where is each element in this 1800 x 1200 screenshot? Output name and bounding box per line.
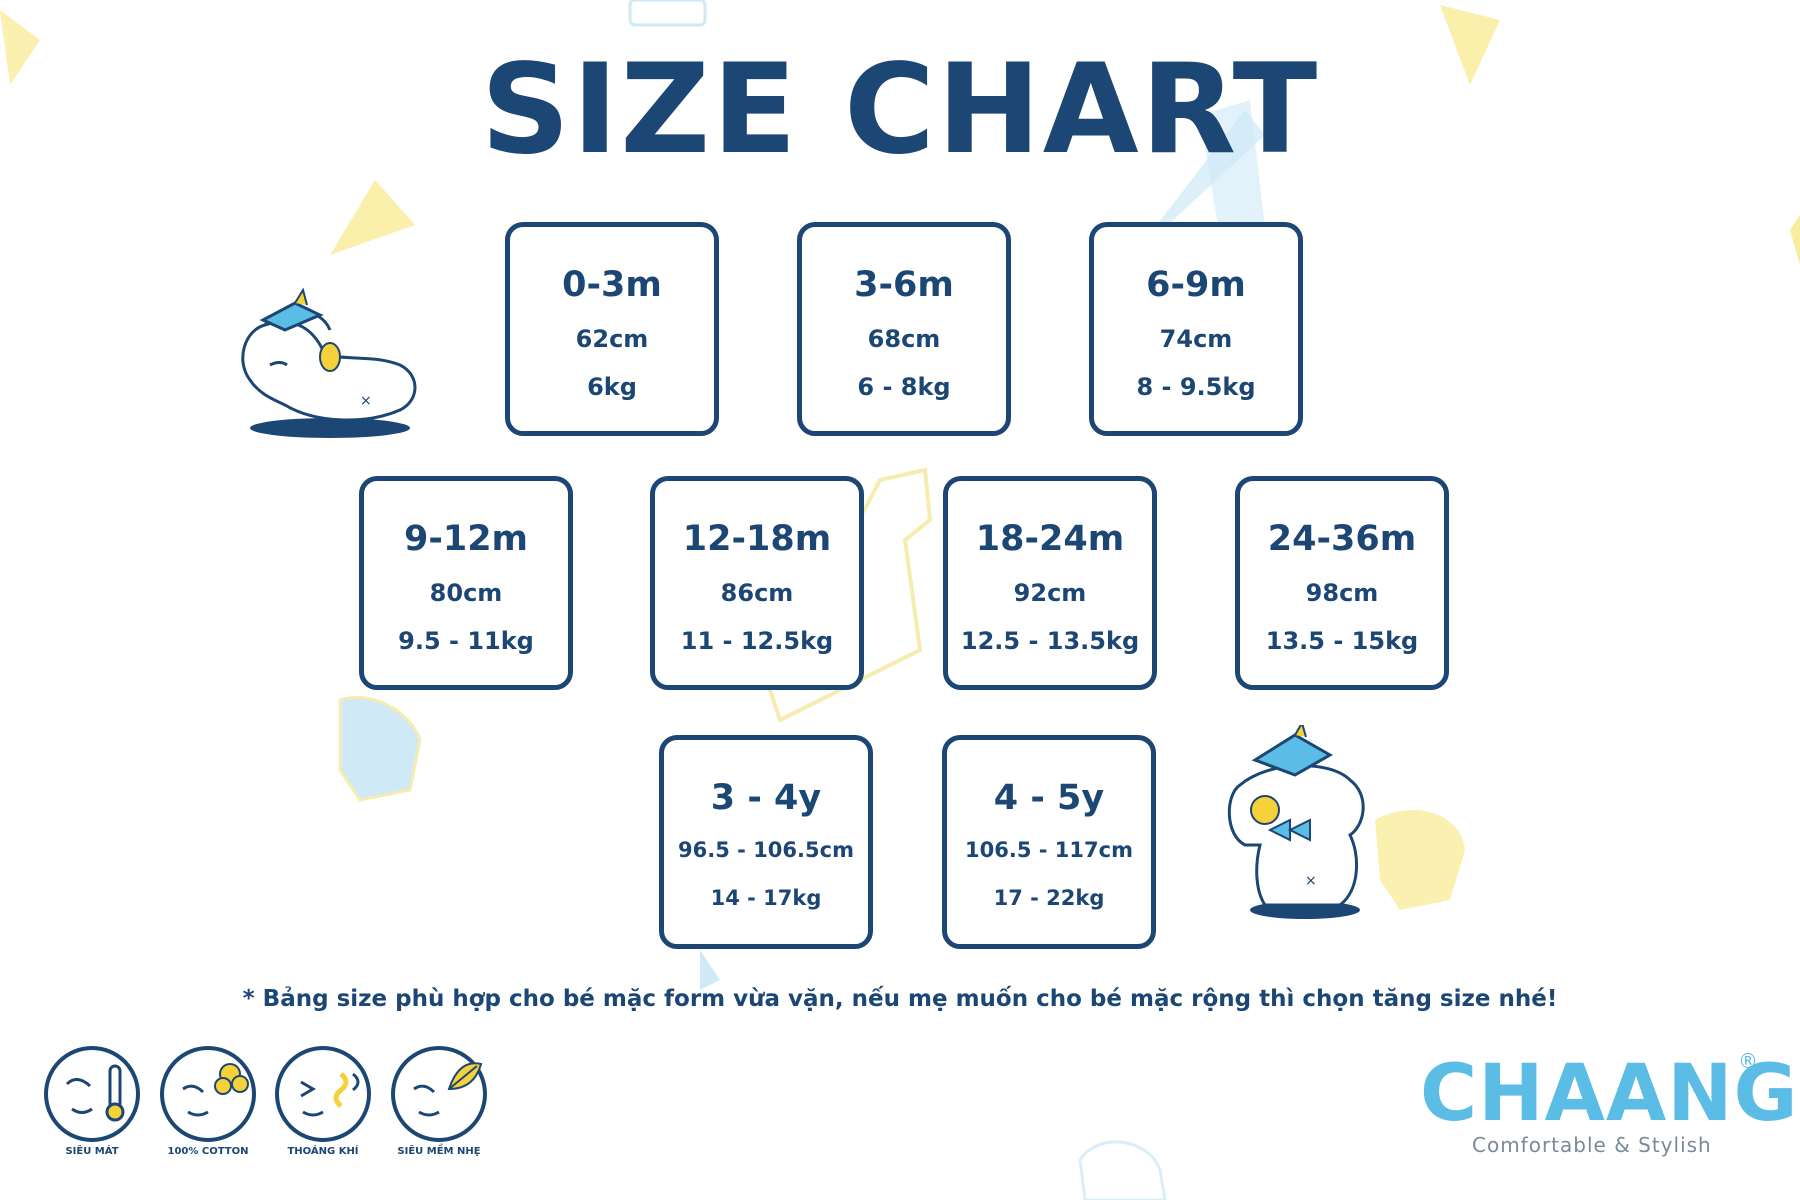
size-height: 62cm xyxy=(575,325,649,353)
feature-thoang-khi: THOÁNG KHÍ xyxy=(268,1044,378,1157)
size-weight: 8 - 9.5kg xyxy=(1136,373,1256,401)
size-height: 80cm xyxy=(429,579,503,607)
svg-text:×: × xyxy=(360,393,372,409)
brand-tagline: Comfortable & Stylish xyxy=(1472,1133,1712,1157)
size-card-18-24m: 18-24m 92cm 12.5 - 13.5kg xyxy=(943,476,1157,690)
registered-mark: ® xyxy=(1738,1049,1758,1073)
size-card-0-3m: 0-3m 62cm 6kg xyxy=(505,222,719,436)
size-height: 86cm xyxy=(720,579,794,607)
size-height: 106.5 - 117cm xyxy=(965,838,1133,862)
size-weight: 12.5 - 13.5kg xyxy=(960,627,1140,655)
page-title: SIZE CHART xyxy=(480,38,1320,182)
size-age: 4 - 5y xyxy=(993,778,1105,818)
cotton-icon xyxy=(160,1046,256,1142)
size-card-4-5y: 4 - 5y 106.5 - 117cm 17 - 22kg xyxy=(942,735,1156,949)
size-height: 96.5 - 106.5cm xyxy=(678,838,854,862)
size-age: 9-12m xyxy=(403,519,529,559)
size-age: 18-24m xyxy=(975,519,1125,559)
size-card-3-4y: 3 - 4y 96.5 - 106.5cm 14 - 17kg xyxy=(659,735,873,949)
size-age: 6-9m xyxy=(1146,265,1246,305)
feature-sieu-mem-nhe: SIÊU MỀM NHẸ xyxy=(384,1044,494,1157)
size-age: 3 - 4y xyxy=(710,778,822,818)
size-card-9-12m: 9-12m 80cm 9.5 - 11kg xyxy=(359,476,573,690)
feature-label: SIÊU MÁT xyxy=(65,1146,119,1157)
feature-label: THOÁNG KHÍ xyxy=(287,1146,359,1157)
size-card-6-9m: 6-9m 74cm 8 - 9.5kg xyxy=(1089,222,1303,436)
elephant-mascot-lying: × xyxy=(241,287,417,438)
breathable-icon xyxy=(275,1046,371,1142)
feature-label: 100% COTTON xyxy=(167,1146,249,1157)
feather-icon xyxy=(391,1046,487,1142)
elephant-mascot-sitting: × xyxy=(1227,725,1365,919)
size-age: 0-3m xyxy=(562,265,662,305)
feature-label: SIÊU MỀM NHẸ xyxy=(397,1146,481,1157)
size-weight: 14 - 17kg xyxy=(710,886,822,910)
brand-logo: CHAANG ® Comfortable & Stylish xyxy=(1420,1049,1798,1165)
size-weight: 6kg xyxy=(587,373,637,401)
thermometer-icon xyxy=(44,1046,140,1142)
brand-name: CHAANG xyxy=(1420,1049,1799,1139)
size-weight: 9.5 - 11kg xyxy=(398,627,534,655)
size-weight: 11 - 12.5kg xyxy=(680,627,834,655)
size-height: 92cm xyxy=(1013,579,1087,607)
size-height: 74cm xyxy=(1159,325,1233,353)
size-height: 68cm xyxy=(867,325,941,353)
size-age: 3-6m xyxy=(854,265,954,305)
feature-sieu-mat: SIÊU MÁT xyxy=(37,1044,147,1157)
size-weight: 6 - 8kg xyxy=(857,373,951,401)
size-age: 24-36m xyxy=(1267,519,1417,559)
size-height: 98cm xyxy=(1305,579,1379,607)
feature-cotton: 100% COTTON xyxy=(153,1044,263,1157)
size-card-24-36m: 24-36m 98cm 13.5 - 15kg xyxy=(1235,476,1449,690)
size-note: * Bảng size phù hợp cho bé mặc form vừa … xyxy=(242,986,1558,1012)
size-age: 12-18m xyxy=(682,519,832,559)
size-card-12-18m: 12-18m 86cm 11 - 12.5kg xyxy=(650,476,864,690)
svg-text:×: × xyxy=(1305,873,1317,889)
size-weight: 17 - 22kg xyxy=(993,886,1105,910)
size-card-3-6m: 3-6m 68cm 6 - 8kg xyxy=(797,222,1011,436)
size-weight: 13.5 - 15kg xyxy=(1265,627,1419,655)
